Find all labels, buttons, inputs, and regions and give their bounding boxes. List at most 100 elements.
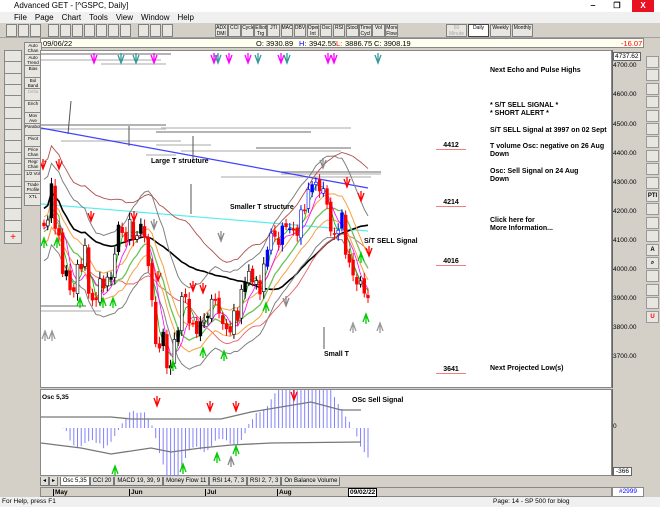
prev-icon-button[interactable]: [72, 24, 83, 37]
indicator-button-time-cycl[interactable]: Time Cycl: [359, 24, 372, 37]
candle-body: [198, 321, 203, 337]
cursor-icon-button[interactable]: [6, 24, 17, 37]
menu-help[interactable]: Help: [177, 13, 194, 22]
indicator-button-cycles[interactable]: Cycles: [241, 24, 254, 37]
more-info-link-2[interactable]: More Information...: [490, 225, 553, 232]
split-view-icon[interactable]: [646, 297, 659, 310]
indicator-button-osc[interactable]: Osc: [319, 24, 333, 37]
magnify-icon[interactable]: ⌕: [646, 257, 659, 269]
crosshair-icon[interactable]: +: [4, 230, 22, 244]
zoom-icon-button[interactable]: [30, 24, 41, 37]
indicator-tabs: ◂ ▸ Osc 5,35 CCI 20 MACD 19, 39, 9 Money Flo…: [40, 476, 612, 486]
cycle-marker-icon: [214, 53, 222, 65]
minimize-button[interactable]: ‒: [590, 1, 596, 10]
quote-icon-button[interactable]: [18, 24, 29, 37]
sell-arrow-icon: [357, 191, 365, 203]
candle-body: [176, 330, 180, 343]
indicator-button-macd[interactable]: MACD: [280, 24, 293, 37]
print-icon-button[interactable]: [138, 24, 149, 37]
indicator-button-open-int[interactable]: Open Int: [306, 24, 320, 37]
price-chart-canvas[interactable]: [39, 51, 613, 389]
oscillator-canvas[interactable]: [40, 375, 613, 484]
candle-body: [109, 277, 113, 280]
more-info-link[interactable]: Click here for: [490, 217, 535, 224]
indicator-button-vol[interactable]: Vol: [372, 24, 385, 37]
tab-macd[interactable]: MACD 19, 39, 9: [114, 477, 164, 486]
price-chart[interactable]: Large T structure Smaller T structure S/…: [39, 50, 613, 389]
tab-rsi-14[interactable]: RSI 14, 7, 3: [209, 477, 248, 486]
fib-time-icon[interactable]: [646, 109, 659, 122]
candle-body: [64, 270, 69, 277]
cycle-icon[interactable]: [646, 270, 659, 283]
target-4412: 4412: [436, 142, 466, 150]
indicator-button-elliott-trg[interactable]: Elliott Trg: [254, 24, 267, 37]
candle-body: [288, 228, 292, 231]
bookmark-icon-button[interactable]: [120, 24, 131, 37]
ellipse-tool-icon[interactable]: [646, 163, 659, 176]
indicator-button-obv[interactable]: OBV: [293, 24, 307, 37]
tab-scroll-left[interactable]: ◂: [40, 477, 50, 486]
menu-page[interactable]: Page: [34, 13, 54, 22]
tab-osc[interactable]: Osc 5,35: [59, 477, 90, 486]
grid-icon[interactable]: [646, 283, 659, 296]
magnet-icon[interactable]: U: [646, 310, 659, 323]
indicator-button-adx-dmi[interactable]: ADX DMI: [215, 24, 228, 37]
box-icon[interactable]: [646, 149, 659, 162]
candle-body: [79, 264, 83, 269]
next-icon-button[interactable]: [84, 24, 95, 37]
new-icon-button[interactable]: [48, 24, 59, 37]
period-button-monthly[interactable]: Monthly: [512, 24, 533, 37]
lower-band-line: [43, 236, 369, 370]
open-icon-button[interactable]: [60, 24, 71, 37]
oscillator-panel[interactable]: Osc 5,35 OSc Sell Signal: [40, 375, 613, 484]
pti-icon[interactable]: PTI: [646, 190, 659, 202]
tab-obv[interactable]: On Balance Volume: [281, 477, 341, 486]
tab-cci[interactable]: CCI 20: [89, 477, 115, 486]
menu-view[interactable]: View: [115, 13, 134, 22]
candle-body: [306, 189, 311, 209]
text-icon[interactable]: A: [646, 243, 659, 256]
annotation-large-t: Large T structure: [151, 158, 209, 165]
menu-file[interactable]: File: [14, 13, 27, 22]
indicator-button-stock[interactable]: Stock: [346, 24, 359, 37]
tab-scroll-right[interactable]: ▸: [49, 477, 59, 486]
menu-chart[interactable]: Chart: [61, 13, 82, 22]
sell-arrow-icon: [343, 177, 351, 189]
fib-ext-icon[interactable]: [646, 96, 659, 109]
period-button-60-minute[interactable]: 60 Minute: [446, 24, 467, 37]
cyan-average-line: [40, 203, 369, 232]
pencil-icon[interactable]: [646, 56, 659, 68]
close-button[interactable]: X: [632, 0, 654, 12]
eraser-icon[interactable]: [646, 176, 659, 189]
help-icon-button[interactable]: [150, 24, 161, 37]
date-axis[interactable]: May Jun Jul Aug 09/02/22: [40, 487, 612, 497]
fib-ret-icon[interactable]: [646, 82, 659, 95]
candle-body: [224, 323, 229, 330]
maximize-button[interactable]: ❐: [613, 1, 621, 10]
indicator-button-money-flow[interactable]: Money Flow: [385, 24, 398, 37]
indicator-button-rsi[interactable]: RSI: [332, 24, 346, 37]
pane-icon[interactable]: [646, 216, 659, 229]
indicator-button-jti[interactable]: JTI: [267, 24, 280, 37]
refresh-icon-button[interactable]: [96, 24, 107, 37]
price-axis[interactable]: 4737.62 4700.00 4600.00 4500.00 4400.00 4300…: [612, 50, 644, 388]
delete-icon-button[interactable]: [108, 24, 119, 37]
whats-this-icon-button[interactable]: [162, 24, 173, 37]
clock-icon[interactable]: [646, 230, 659, 243]
period-button-weekly[interactable]: Weekly: [490, 24, 511, 37]
tab-money-flow[interactable]: Money Flow 11: [163, 477, 210, 486]
fan-icon[interactable]: [646, 136, 659, 149]
menu-window[interactable]: Window: [141, 13, 170, 22]
osc-upper-band: [41, 401, 361, 420]
period-button-daily[interactable]: Daily: [468, 24, 489, 37]
candle-body: [68, 270, 72, 291]
arc-icon[interactable]: [646, 123, 659, 135]
candle-body: [131, 221, 136, 240]
columns-icon[interactable]: [646, 203, 659, 216]
candle-body: [124, 232, 128, 242]
tab-rsi-2[interactable]: RSI 2, 7, 3: [247, 477, 282, 486]
trend-line-icon[interactable]: [646, 69, 659, 82]
annotation-st-sell: S/T SELL Signal: [364, 238, 418, 245]
indicator-button-cci[interactable]: CCI: [228, 24, 241, 37]
menu-tools[interactable]: Tools: [89, 13, 108, 22]
